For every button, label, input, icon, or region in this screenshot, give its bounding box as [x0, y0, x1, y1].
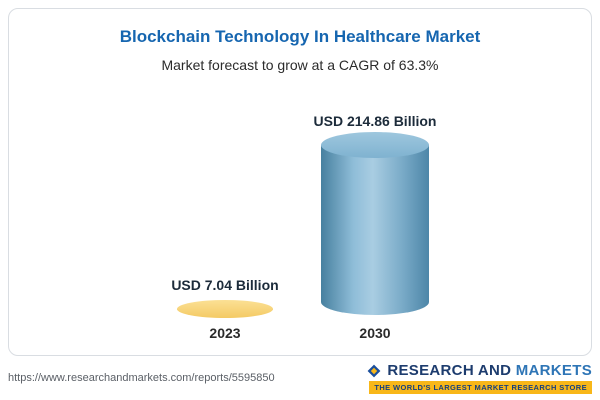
- logo-diamond-icon: [366, 363, 382, 379]
- chart-subtitle: Market forecast to grow at a CAGR of 63.…: [161, 57, 439, 73]
- bar-column-2030: USD 214.86 Billion 2030: [300, 113, 450, 341]
- chart-title: Blockchain Technology In Healthcare Mark…: [119, 27, 481, 46]
- researchandmarkets-logo[interactable]: RESEARCH AND MARKETS THE WORLD'S LARGEST…: [366, 362, 592, 394]
- bar-category-label-2030: 2030: [359, 325, 391, 341]
- logo-tagline: THE WORLD'S LARGEST MARKET RESEARCH STOR…: [369, 381, 592, 394]
- logo-line: RESEARCH AND MARKETS: [366, 362, 592, 379]
- chart-area: USD 7.04 Billion 2023 USD 214.86 Billion…: [9, 113, 591, 355]
- bar-value-label-2023: USD 7.04 Billion: [171, 277, 279, 293]
- bar-value-label-2030: USD 214.86 Billion: [313, 113, 437, 129]
- logo-text-primary: RESEARCH AND: [387, 362, 512, 379]
- footer: https://www.researchandmarkets.com/repor…: [8, 360, 592, 396]
- report-url-link[interactable]: https://www.researchandmarkets.com/repor…: [8, 372, 275, 384]
- bar-column-2023: USD 7.04 Billion 2023: [150, 277, 300, 341]
- cylinder-body: [321, 145, 429, 315]
- cylinder-top: [321, 132, 429, 158]
- bar-category-label-2023: 2023: [209, 325, 241, 341]
- logo-text: RESEARCH AND MARKETS: [387, 362, 592, 379]
- cylinder-top: [177, 300, 273, 318]
- logo-text-secondary: MARKETS: [515, 362, 592, 379]
- bar-cylinder-2030: [321, 132, 429, 321]
- bar-cylinder-2023: [177, 300, 273, 318]
- chart-card: Blockchain Technology In Healthcare Mark…: [8, 8, 592, 356]
